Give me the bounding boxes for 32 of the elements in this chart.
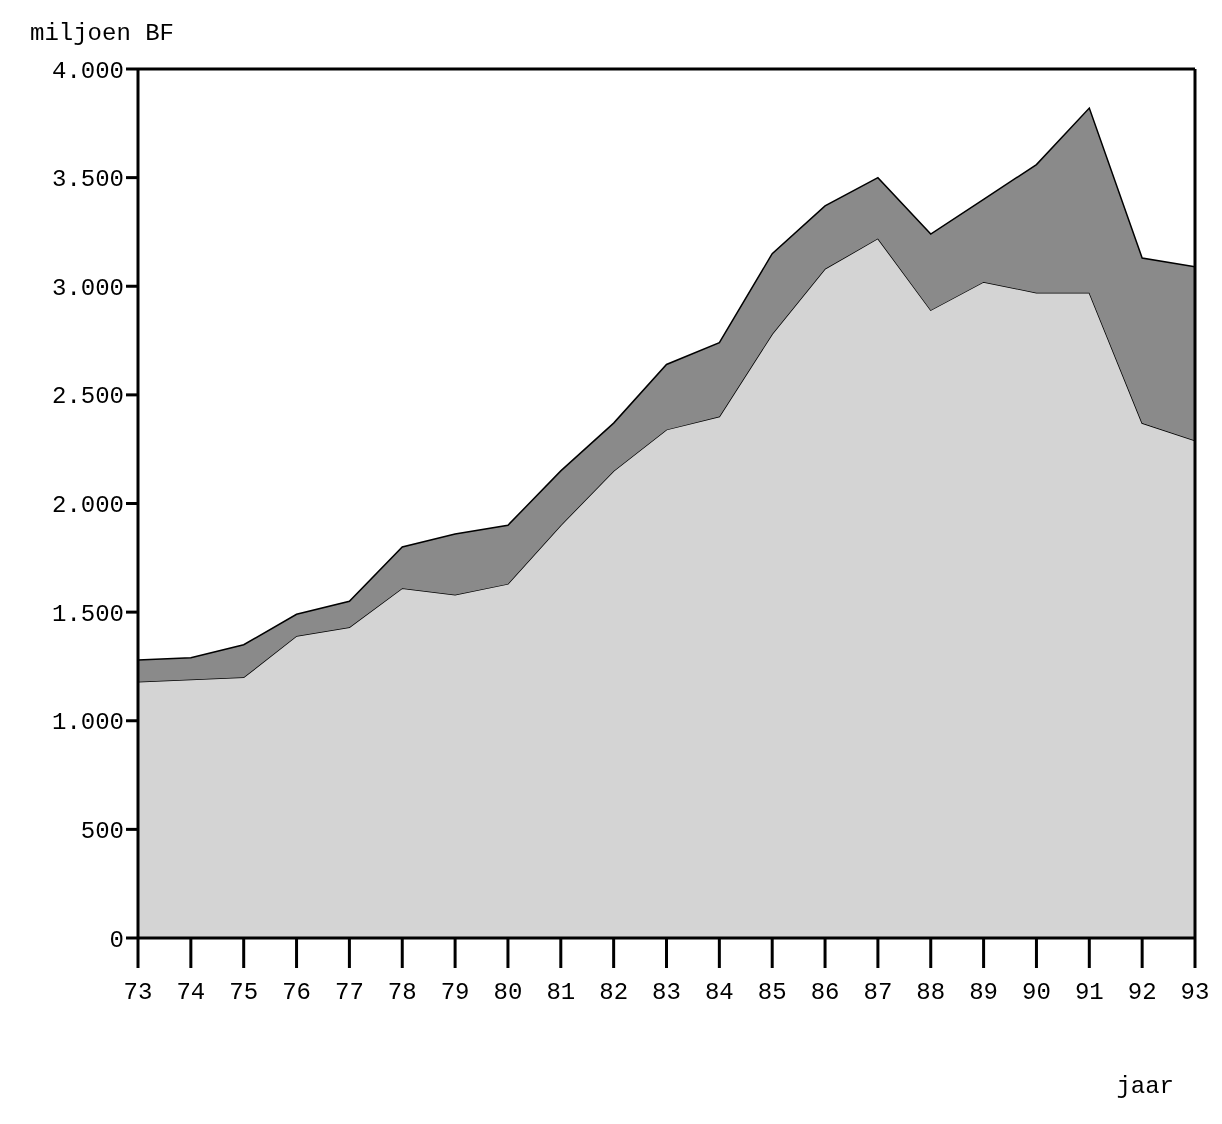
x-tick-label: 81 xyxy=(546,979,576,1007)
x-tick-label: 83 xyxy=(652,979,681,1007)
y-tick-label: 4.000 xyxy=(51,57,124,85)
y-tick-label: 3.000 xyxy=(51,274,124,302)
y-tick-label: 2.000 xyxy=(51,492,124,520)
x-tick-label: 75 xyxy=(229,979,259,1007)
x-tick-label: 73 xyxy=(123,979,153,1007)
x-tick-label: 89 xyxy=(969,979,999,1007)
y-tick-label: 2.500 xyxy=(51,383,124,411)
x-tick-label: 77 xyxy=(334,979,364,1007)
x-tick-label: 93 xyxy=(1180,979,1210,1007)
x-tick-label: 84 xyxy=(704,979,734,1007)
x-tick-label: 91 xyxy=(1074,979,1104,1007)
y-tick-label: 0 xyxy=(109,926,124,954)
x-tick-label: 90 xyxy=(1022,979,1051,1007)
x-tick-label: 92 xyxy=(1127,979,1157,1007)
x-tick-label: 74 xyxy=(176,979,206,1007)
x-tick-label: 79 xyxy=(440,979,470,1007)
x-tick-label: 88 xyxy=(916,979,946,1007)
x-tick-label: 80 xyxy=(493,979,523,1007)
x-tick-label: 78 xyxy=(387,979,417,1007)
x-axis-title: jaar xyxy=(1116,1073,1174,1100)
y-tick-label: 500 xyxy=(80,817,124,845)
x-tick-label: 82 xyxy=(599,979,629,1007)
x-tick-label: 87 xyxy=(863,979,893,1007)
x-tick-label: 85 xyxy=(757,979,787,1007)
x-tick-label: 86 xyxy=(810,979,840,1007)
x-tick-label: 76 xyxy=(282,979,311,1007)
y-axis-title: miljoen BF xyxy=(30,20,175,47)
y-tick-label: 3.500 xyxy=(51,166,124,194)
y-tick-label: 1.000 xyxy=(51,709,124,737)
y-tick-label: 1.500 xyxy=(51,600,124,628)
